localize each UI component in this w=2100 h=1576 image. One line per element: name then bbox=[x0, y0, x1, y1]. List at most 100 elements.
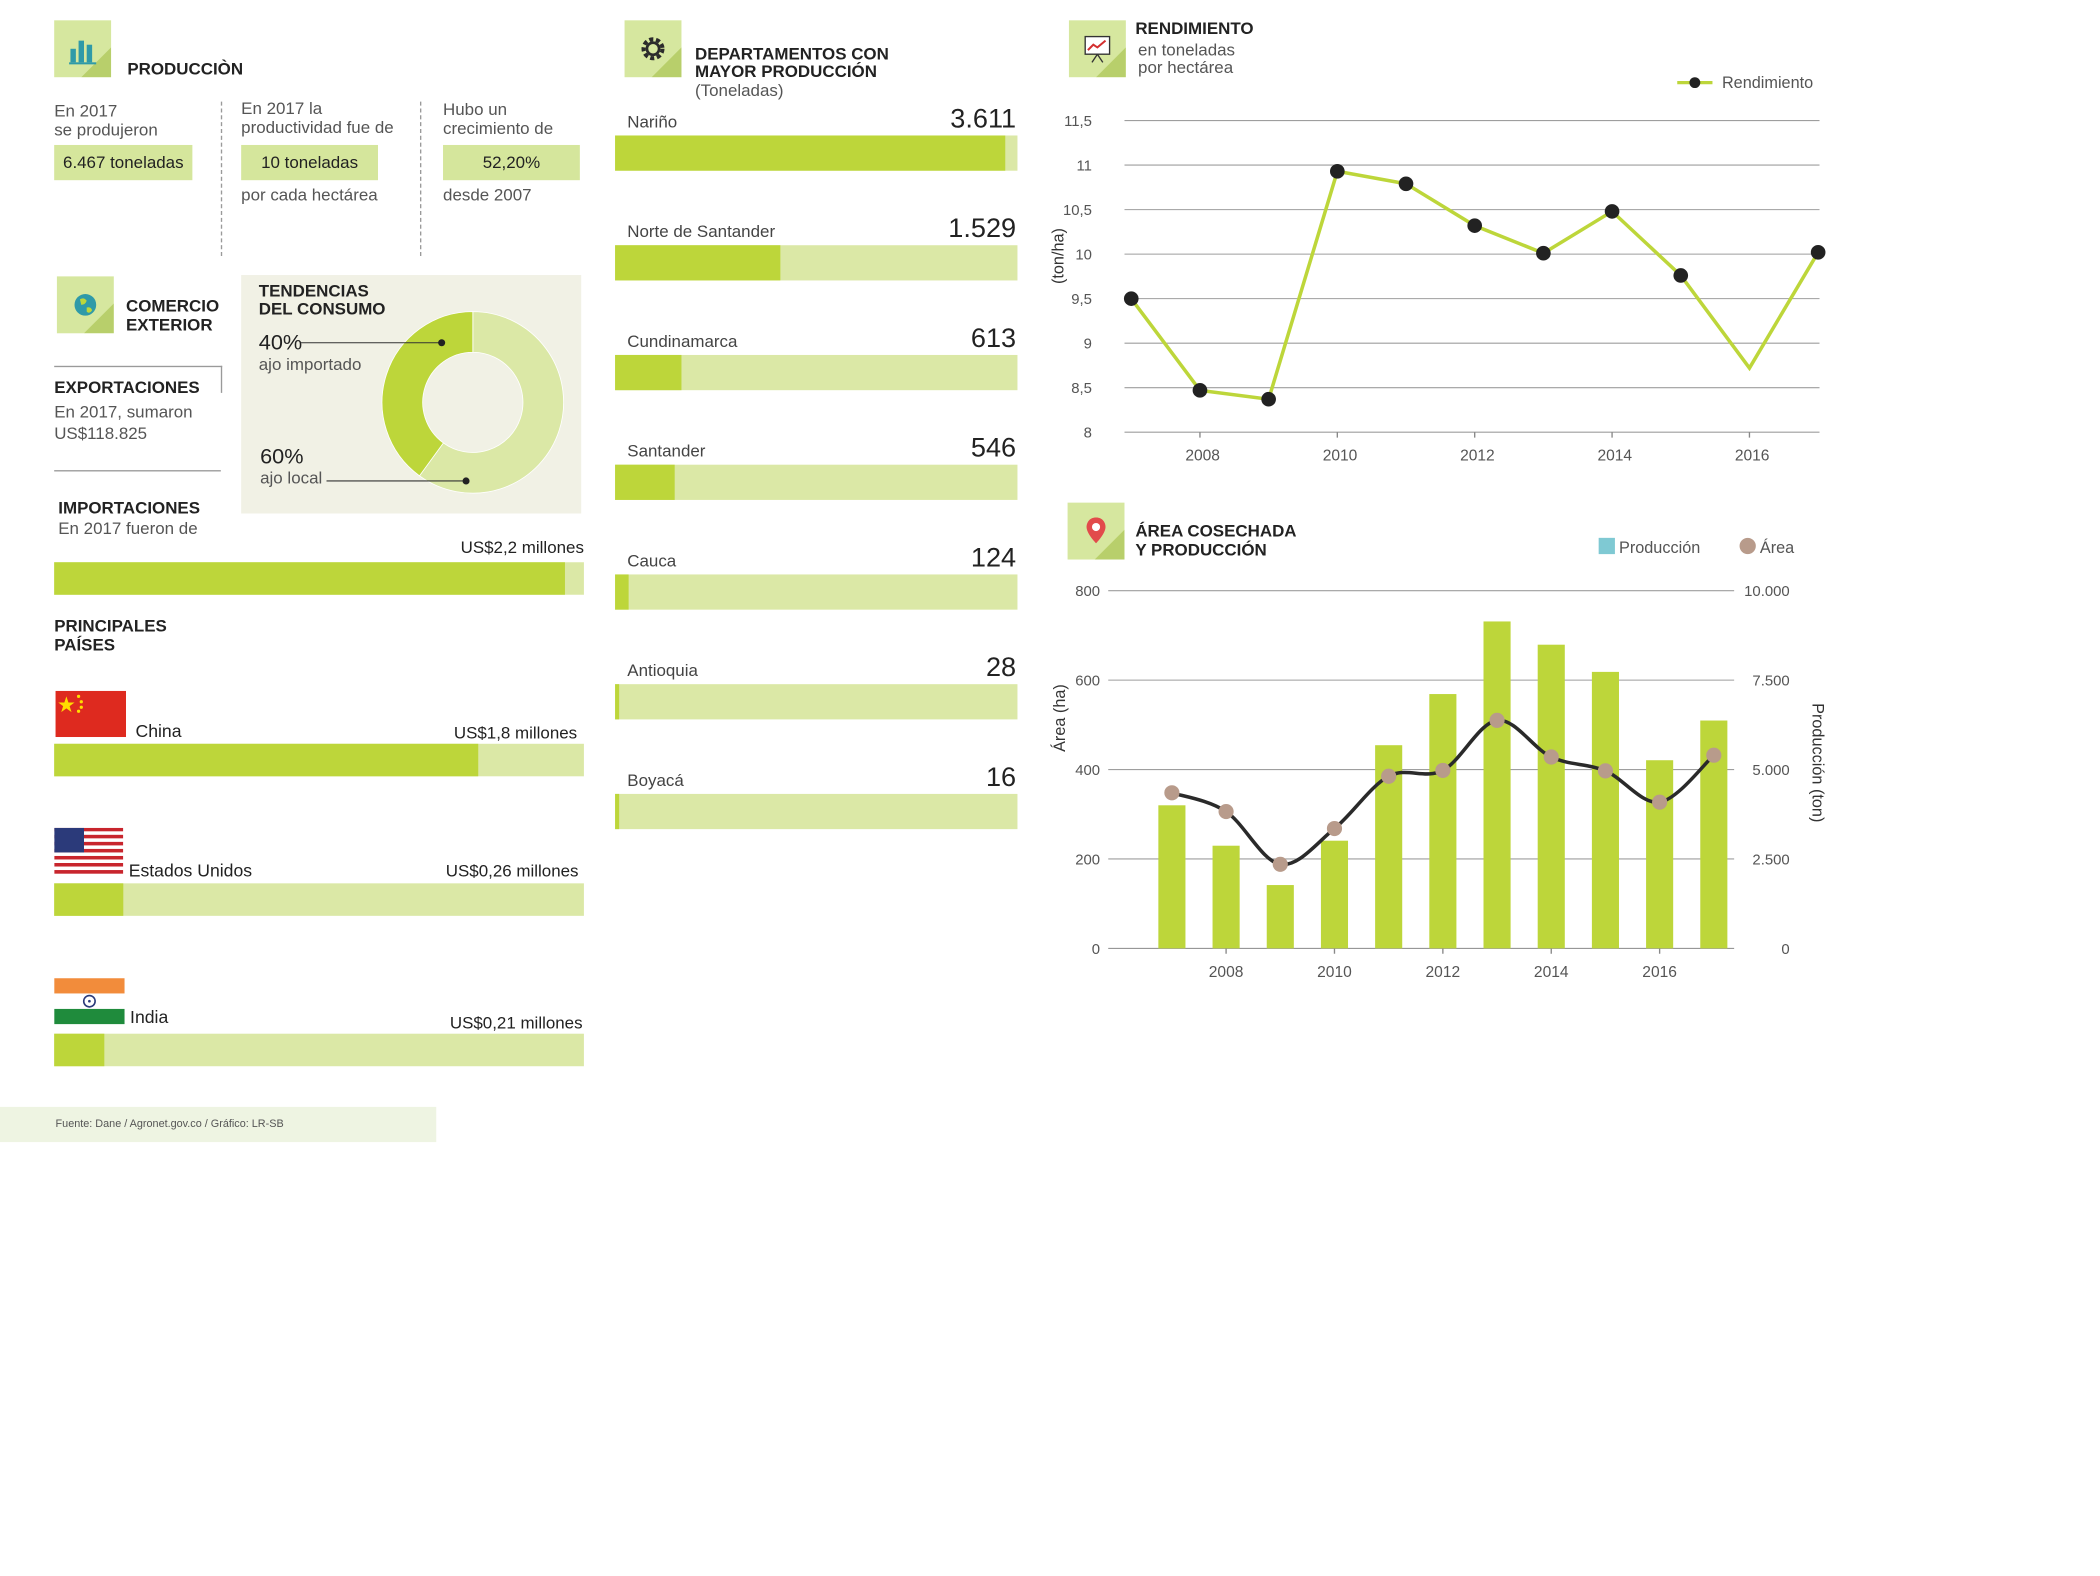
exportaciones-title: EXPORTACIONES bbox=[54, 377, 200, 397]
pais-india-bar bbox=[54, 1033, 584, 1067]
usa-flag-icon bbox=[54, 827, 124, 874]
area-point bbox=[1272, 856, 1288, 872]
y2-axis-label: Producción (ton) bbox=[1809, 703, 1827, 822]
departamento-bar bbox=[615, 135, 1018, 171]
departamento-value: 1.529 bbox=[948, 214, 1017, 244]
x-tick-label: 2014 bbox=[1534, 964, 1569, 981]
departamento-name: Cauca bbox=[627, 551, 677, 571]
departamento-value: 124 bbox=[970, 543, 1017, 574]
y2-tick-label: 5.000 bbox=[1752, 763, 1789, 779]
y-tick-label: 9 bbox=[1084, 337, 1092, 353]
y-tick-label: 11,5 bbox=[1064, 114, 1092, 130]
legend-swatch-area bbox=[1739, 537, 1756, 555]
importado-label: ajo importado bbox=[258, 354, 362, 374]
area-title-1: ÁREA COSECHADA bbox=[1135, 521, 1297, 541]
produccion-col3-line1: Hubo un bbox=[443, 100, 508, 120]
pais-usa-bar bbox=[54, 883, 584, 916]
departamento-bar-fill bbox=[615, 354, 682, 391]
produccion-bar bbox=[1266, 885, 1294, 949]
y-tick-label: 10 bbox=[1075, 248, 1092, 264]
pais-china-name: China bbox=[135, 720, 182, 742]
produccion-col2-after: por cada hectárea bbox=[241, 185, 378, 205]
importaciones-line1: En 2017 fueron de bbox=[58, 518, 198, 538]
departamentos-subtitle: (Toneladas) bbox=[695, 81, 784, 101]
gear-icon bbox=[624, 20, 682, 78]
footer-source: Fuente: Dane / Agronet.gov.co / Gráfico:… bbox=[55, 1117, 284, 1130]
divider bbox=[220, 365, 223, 393]
x-tick-label: 2016 bbox=[1642, 964, 1677, 981]
produccion-col2-line2: productividad fue de bbox=[241, 117, 394, 137]
comercio-title-2: EXTERIOR bbox=[125, 315, 213, 335]
departamento-value: 16 bbox=[985, 762, 1017, 793]
y-tick-label: 8 bbox=[1084, 426, 1092, 442]
y-tick-label: 400 bbox=[1075, 763, 1100, 779]
area-point bbox=[1381, 768, 1397, 784]
departamento-bar bbox=[615, 574, 1018, 610]
crecimiento-value: 52,20% bbox=[443, 144, 580, 181]
pais-china-bar-fill bbox=[54, 743, 478, 777]
departamento-value: 3.611 bbox=[950, 104, 1017, 135]
departamento-bar-fill bbox=[615, 574, 629, 610]
produccion-col3-line2: crecimiento de bbox=[443, 119, 554, 139]
departamento-value: 28 bbox=[985, 653, 1017, 683]
produccion-title: PRODUCCIÒN bbox=[127, 59, 244, 79]
rendimiento-sub-1: en toneladas bbox=[1138, 40, 1236, 60]
data-point bbox=[1261, 391, 1276, 407]
y-tick-label: 600 bbox=[1075, 674, 1100, 690]
y-axis-label: (ton/ha) bbox=[1050, 228, 1068, 284]
legend-marker bbox=[1689, 77, 1701, 89]
rendimiento-sub-2: por hectárea bbox=[1138, 58, 1234, 78]
data-point bbox=[1467, 218, 1483, 233]
pais-india-bar-fill bbox=[54, 1033, 105, 1067]
importado-leader-dot bbox=[438, 339, 446, 347]
y-tick-label: 11 bbox=[1077, 159, 1092, 175]
data-point bbox=[1604, 204, 1620, 219]
tendencias-title-2: DEL CONSUMO bbox=[258, 299, 386, 319]
x-tick-label: 2012 bbox=[1426, 964, 1461, 981]
produccion-bar bbox=[1646, 760, 1674, 949]
departamento-bar-fill bbox=[615, 135, 1006, 171]
departamento-name: Cundinamarca bbox=[627, 331, 738, 351]
local-label: ajo local bbox=[260, 468, 323, 488]
importaciones-value: US$2,2 millones bbox=[460, 537, 584, 557]
departamentos-title-2: MAYOR PRODUCCIÓN bbox=[695, 62, 877, 82]
pais-usa-bar-fill bbox=[54, 883, 124, 916]
exportaciones-line1: En 2017, sumaron bbox=[54, 402, 193, 422]
produccion-col3-after: desde 2007 bbox=[443, 185, 532, 205]
paises-title-1: PRINCIPALES bbox=[54, 616, 167, 636]
area-point bbox=[1326, 820, 1343, 837]
data-point bbox=[1192, 383, 1208, 398]
y2-tick-label: 2.500 bbox=[1752, 852, 1789, 868]
departamento-name: Boyacá bbox=[627, 770, 684, 790]
data-point bbox=[1810, 245, 1826, 260]
donut-slice-local bbox=[418, 311, 564, 494]
departamento-name: Norte de Santander bbox=[627, 222, 776, 242]
area-point bbox=[1652, 794, 1668, 810]
departamento-value: 546 bbox=[970, 433, 1017, 464]
departamentos-title-1: DEPARTAMENTOS CON bbox=[695, 44, 889, 64]
divider bbox=[54, 365, 223, 368]
y2-tick-label: 0 bbox=[1781, 942, 1789, 958]
data-point bbox=[1123, 291, 1139, 306]
produccion-bar bbox=[1158, 805, 1186, 949]
area-point bbox=[1597, 763, 1614, 779]
productividad-value: 10 toneladas bbox=[241, 144, 378, 181]
departamento-name: Antioquia bbox=[627, 661, 698, 681]
produccion-total-value: 6.467 toneladas bbox=[54, 144, 193, 181]
x-tick-label: 2010 bbox=[1317, 964, 1352, 981]
produccion-bar bbox=[1591, 671, 1619, 949]
location-pin-icon bbox=[1067, 502, 1125, 560]
pais-usa-name: Estados Unidos bbox=[128, 860, 253, 881]
departamento-bar-fill bbox=[615, 684, 619, 720]
data-point bbox=[1398, 176, 1414, 192]
paises-title-2: PAÍSES bbox=[54, 635, 116, 655]
departamento-bar-fill bbox=[615, 793, 619, 830]
produccion-bar bbox=[1212, 845, 1240, 949]
produccion-col2-line1: En 2017 la bbox=[241, 98, 323, 118]
pais-india-name: India bbox=[130, 1006, 169, 1027]
china-flag-icon bbox=[55, 690, 126, 738]
x-tick-label: 2008 bbox=[1185, 448, 1220, 465]
produccion-bar bbox=[1429, 694, 1457, 949]
rendimiento-line-chart: 8 8,5 9 9,5 10 10,5 11 11,5 2008 2010 2012 2014 2016… bbox=[1050, 74, 1826, 465]
departamento-bar bbox=[615, 464, 1018, 500]
